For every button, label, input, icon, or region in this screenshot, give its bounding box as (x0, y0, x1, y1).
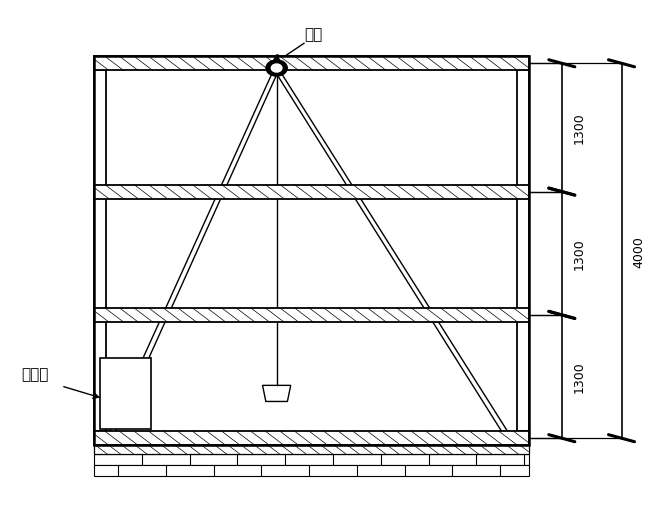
Circle shape (271, 65, 282, 73)
Bar (517, 71, 529, 431)
Bar (95, 466, 529, 477)
Text: 4000: 4000 (632, 235, 645, 267)
Bar (95, 454, 529, 466)
Text: 卷扬机: 卷扬机 (21, 366, 48, 381)
Text: 1300: 1300 (573, 112, 585, 144)
Bar (95, 71, 106, 431)
Bar (95, 57, 529, 445)
Bar (99, 358, 151, 429)
Text: 滑轮: 滑轮 (304, 28, 322, 42)
Bar (95, 185, 529, 199)
Bar (95, 431, 529, 445)
Bar (95, 308, 529, 322)
Circle shape (266, 61, 287, 77)
Text: 1300: 1300 (573, 361, 585, 393)
Bar (95, 57, 529, 71)
Text: 1300: 1300 (573, 238, 585, 270)
Bar (95, 445, 529, 455)
Polygon shape (269, 56, 284, 69)
